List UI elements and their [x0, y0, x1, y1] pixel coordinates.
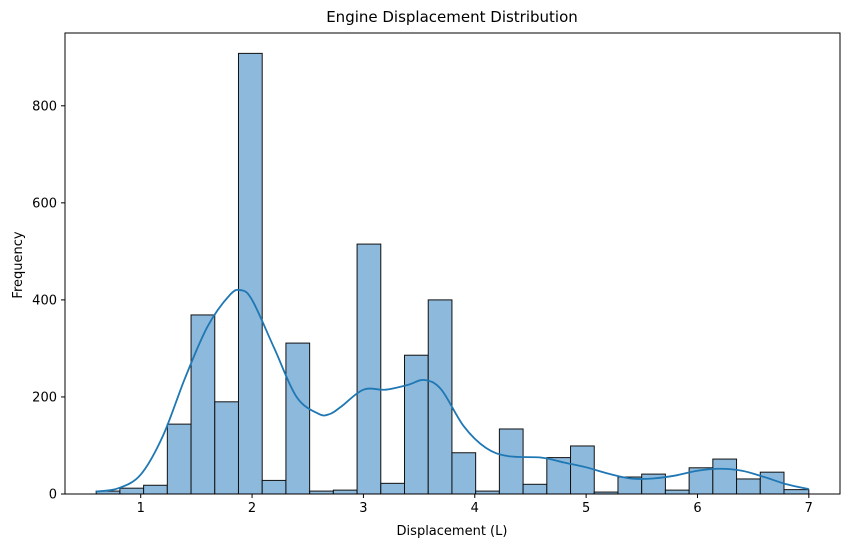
histogram-bar: [712, 458, 738, 495]
histogram-bar: [451, 452, 477, 495]
y-tick-label: 800: [32, 99, 57, 114]
x-tick-label: 5: [582, 501, 590, 516]
histogram-bar: [119, 487, 145, 495]
histogram-bar: [404, 354, 429, 495]
histogram-bar: [143, 484, 168, 495]
y-axis-label: Frequency: [11, 231, 26, 298]
y-tick-label: 0: [49, 488, 57, 503]
histogram-bar: [427, 299, 453, 495]
x-tick-label: 7: [805, 501, 813, 516]
x-tick-label: 4: [471, 501, 479, 516]
y-tick-label: 200: [32, 390, 57, 405]
chart-title: Engine Displacement Distribution: [326, 8, 578, 26]
histogram-bar: [570, 445, 595, 495]
kde-curve: [96, 288, 810, 493]
histogram-bar: [261, 479, 287, 495]
histogram-bar: [166, 423, 192, 495]
histogram-bar: [214, 401, 239, 495]
histogram-bar: [332, 489, 358, 495]
histogram-bar: [380, 482, 406, 495]
histogram-bar: [285, 342, 311, 495]
y-tick-label: 600: [32, 196, 57, 211]
x-axis-label: Displacement (L): [397, 524, 508, 539]
histogram-bar: [522, 483, 548, 495]
histogram-bar: [783, 489, 810, 495]
histogram-bar: [736, 478, 761, 495]
x-tick-label: 1: [137, 501, 145, 516]
plot-frame: [64, 32, 841, 495]
histogram-bar: [664, 489, 690, 495]
x-tick-label: 2: [248, 501, 256, 516]
histogram-bar: [498, 428, 524, 495]
histogram-bar: [237, 52, 263, 495]
x-tick-label: 6: [693, 501, 701, 516]
x-tick-label: 3: [359, 501, 367, 516]
histogram-bar: [190, 314, 216, 495]
plot-area: 1 2 3 4 5 6 7 0 200 400 600 800: [32, 32, 841, 516]
y-tick-label: 400: [32, 293, 57, 308]
histogram-bar: [356, 243, 382, 495]
